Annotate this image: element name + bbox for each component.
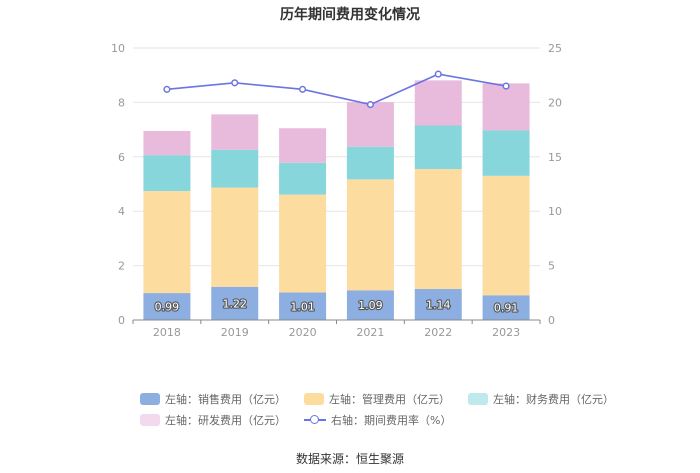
- x-tick-label: 2019: [221, 326, 249, 339]
- bar-data-label: 1.01: [290, 300, 315, 313]
- legend-label-admin: 左轴：管理费用（亿元）: [329, 392, 450, 406]
- y-left-tick-label: 2: [118, 260, 125, 273]
- legend-label-rate: 右轴：期间费用率（%）: [331, 413, 452, 427]
- bar-2022-s0: [414, 288, 462, 320]
- bar-2023-s0: [482, 295, 530, 320]
- y-right-tick-label: 15: [548, 151, 562, 164]
- x-tick-label: 2021: [356, 326, 384, 339]
- bar-2020-s1: [279, 194, 327, 293]
- bar-2022-s1: [414, 169, 462, 289]
- chart-legend: 左轴：销售费用（亿元） 左轴：管理费用（亿元） 左轴：财务费用（亿元） 左轴：研…: [140, 388, 614, 430]
- bar-2021-s3: [346, 102, 394, 147]
- rate-point-2019: [231, 79, 239, 87]
- bar-2021-s1: [346, 179, 394, 291]
- bar-2018-s0: [143, 293, 191, 320]
- chart-plot: 0 2 4 6 8 10 0 5 10 15 20 25 0.99 2018 1.22 2019 1.01 202…: [111, 42, 562, 339]
- bar-2023-s2: [482, 130, 530, 176]
- bar-2019-s1: [211, 187, 259, 287]
- bar-2018-s2: [143, 155, 191, 192]
- legend-item-rnd[interactable]: 左轴：研发费用（亿元）: [140, 412, 286, 428]
- rate-line: [166, 73, 507, 106]
- bar-2021-s0: [346, 290, 394, 320]
- bar-2019-s0: [211, 286, 259, 320]
- data-source: 数据来源：恒生聚源: [295, 452, 404, 466]
- bar-data-label: 0.99: [155, 301, 180, 314]
- y-right-tick-label: 5: [548, 260, 555, 273]
- bar-2020-s3: [279, 128, 327, 163]
- legend-label-rnd: 左轴：研发费用（亿元）: [165, 413, 286, 427]
- bar-2019-s2: [211, 149, 259, 188]
- x-tick-label: 2022: [424, 326, 452, 339]
- y-left-tick-label: 0: [118, 314, 125, 327]
- y-right-tick-label: 25: [548, 42, 562, 55]
- legend-swatch-rnd: [140, 413, 160, 426]
- legend-item-admin[interactable]: 左轴：管理费用（亿元）: [304, 391, 450, 407]
- legend-item-sales[interactable]: 左轴：销售费用（亿元）: [140, 391, 286, 407]
- x-tick-label: 2018: [153, 326, 181, 339]
- legend-item-finance[interactable]: 左轴：财务费用（亿元）: [468, 391, 614, 407]
- legend-swatch-rate: [304, 414, 326, 426]
- y-right-tick-label: 10: [548, 205, 562, 218]
- x-tick-label: 2020: [289, 326, 317, 339]
- bar-2019-s3: [211, 114, 259, 150]
- bar-2023-s1: [482, 175, 530, 296]
- bar-data-label: 1.22: [223, 297, 248, 310]
- bar-data-label: 0.91: [494, 302, 519, 315]
- rate-point-2021: [366, 101, 374, 109]
- chart-title: 历年期间费用变化情况: [280, 7, 420, 23]
- legend-label-finance: 左轴：财务费用（亿元）: [493, 392, 614, 406]
- rate-point-2018: [163, 85, 171, 93]
- bar-data-label: 1.14: [426, 298, 451, 311]
- bar-data-label: 1.09: [358, 299, 383, 312]
- rate-point-2020: [299, 85, 307, 93]
- bar-2023-s3: [482, 83, 530, 131]
- bar-2018-s1: [143, 191, 191, 294]
- legend-swatch-sales: [140, 392, 160, 405]
- bar-2020-s0: [279, 292, 327, 320]
- y-left-tick-label: 4: [118, 205, 125, 218]
- bar-2022-s2: [414, 125, 462, 170]
- bar-2021-s2: [346, 146, 394, 180]
- rate-point-2023: [502, 82, 510, 90]
- legend-label-sales: 左轴：销售费用（亿元）: [165, 392, 286, 406]
- bar-2020-s2: [279, 162, 327, 195]
- legend-item-rate[interactable]: 右轴：期间费用率（%）: [304, 412, 451, 428]
- y-right-tick-label: 0: [548, 314, 555, 327]
- rate-point-2022: [434, 70, 442, 78]
- x-tick-label: 2023: [492, 326, 520, 339]
- bar-2022-s3: [414, 80, 462, 126]
- y-left-tick-label: 8: [118, 96, 125, 109]
- bar-2018-s3: [143, 130, 191, 156]
- legend-swatch-admin: [304, 392, 324, 405]
- y-left-tick-label: 10: [111, 42, 125, 55]
- y-right-tick-label: 20: [548, 96, 562, 109]
- legend-swatch-finance: [468, 392, 488, 405]
- y-left-tick-label: 6: [118, 151, 125, 164]
